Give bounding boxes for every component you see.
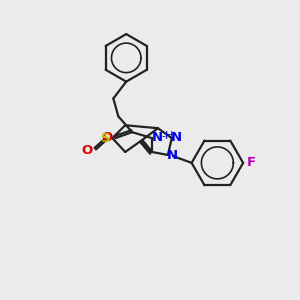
Text: N: N (167, 149, 178, 162)
Text: O: O (81, 143, 92, 157)
Text: -H: -H (162, 131, 174, 141)
Text: O: O (102, 130, 113, 144)
Text: S: S (100, 132, 110, 145)
Text: N: N (152, 130, 163, 144)
Text: N: N (171, 130, 182, 144)
Text: F: F (247, 156, 256, 170)
